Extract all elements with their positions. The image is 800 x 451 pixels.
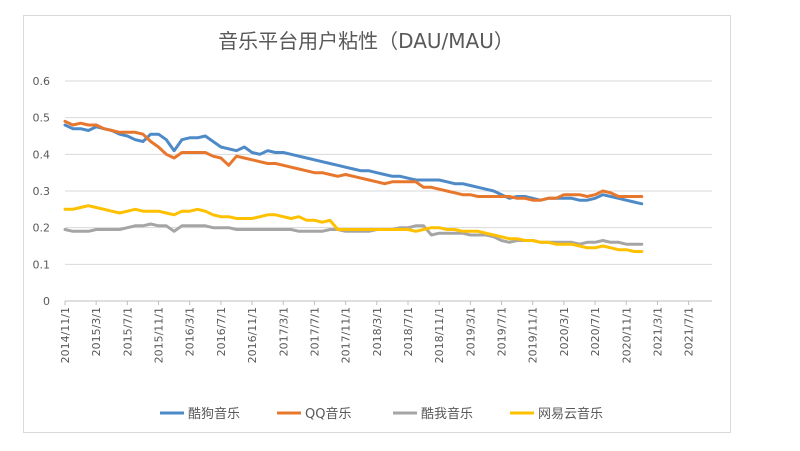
- x-tick-label: 2019/11/1: [527, 307, 540, 363]
- x-tick-label: 2018/3/1: [371, 307, 384, 356]
- y-tick-label: 0.1: [33, 258, 51, 271]
- x-tick-label: 2021/3/1: [651, 307, 664, 356]
- x-tick-label: 2018/11/1: [433, 307, 446, 363]
- y-tick-label: 0.4: [33, 148, 51, 161]
- x-tick-label: 2018/7/1: [402, 307, 415, 356]
- x-tick-label: 2015/11/1: [153, 307, 166, 363]
- legend-label-qq: QQ音乐: [305, 406, 351, 422]
- series-line-kuwo: [63, 222, 644, 246]
- x-tick-label: 2017/7/1: [308, 307, 321, 356]
- y-tick-label: 0.6: [33, 75, 51, 88]
- x-tick-label: 2017/3/1: [277, 307, 290, 356]
- legend-label-kuwo: 酷我音乐: [421, 406, 473, 422]
- y-tick-label: 0.3: [33, 185, 51, 198]
- x-axis-ticks: 2014/11/1 2015/3/1 2015/7/1 2015/11/1 2016/3…: [59, 301, 696, 363]
- x-tick-label: 2017/11/1: [340, 307, 353, 363]
- x-tick-label: 2016/11/1: [246, 307, 259, 363]
- legend: 酷狗音乐 QQ音乐 酷我音乐 网易云音乐: [160, 406, 603, 422]
- x-tick-label: 2020/3/1: [558, 307, 571, 356]
- x-tick-label: 2020/7/1: [589, 307, 602, 356]
- x-tick-label: 2019/7/1: [496, 307, 509, 356]
- y-tick-label: 0: [43, 295, 50, 308]
- series-line-kugou: [63, 123, 644, 206]
- x-tick-label: 2016/3/1: [184, 307, 197, 356]
- x-tick-label: 2020/11/1: [620, 307, 633, 363]
- legend-label-netease: 网易云音乐: [538, 406, 603, 422]
- series-line-netease: [63, 204, 644, 253]
- gridlines: [65, 80, 712, 265]
- legend-label-kugou: 酷狗音乐: [188, 406, 240, 422]
- x-tick-label: 2021/7/1: [683, 307, 696, 356]
- y-tick-label: 0.5: [33, 112, 51, 125]
- x-tick-label: 2019/3/1: [464, 307, 477, 356]
- x-tick-label: 2015/7/1: [121, 307, 134, 356]
- x-tick-label: 2016/7/1: [215, 307, 228, 356]
- chart-title: 音乐平台用户粘性（DAU/MAU）: [218, 29, 514, 53]
- x-tick-label: 2015/3/1: [90, 307, 103, 356]
- y-tick-label: 0.2: [33, 222, 51, 235]
- x-tick-label: 2014/11/1: [59, 307, 72, 363]
- series-line-qq: [63, 119, 644, 202]
- series-lines: [63, 119, 644, 253]
- chart-frame: [23, 15, 731, 433]
- y-axis-ticks: 0 0.1 0.2 0.3 0.4 0.5 0.6: [33, 75, 51, 308]
